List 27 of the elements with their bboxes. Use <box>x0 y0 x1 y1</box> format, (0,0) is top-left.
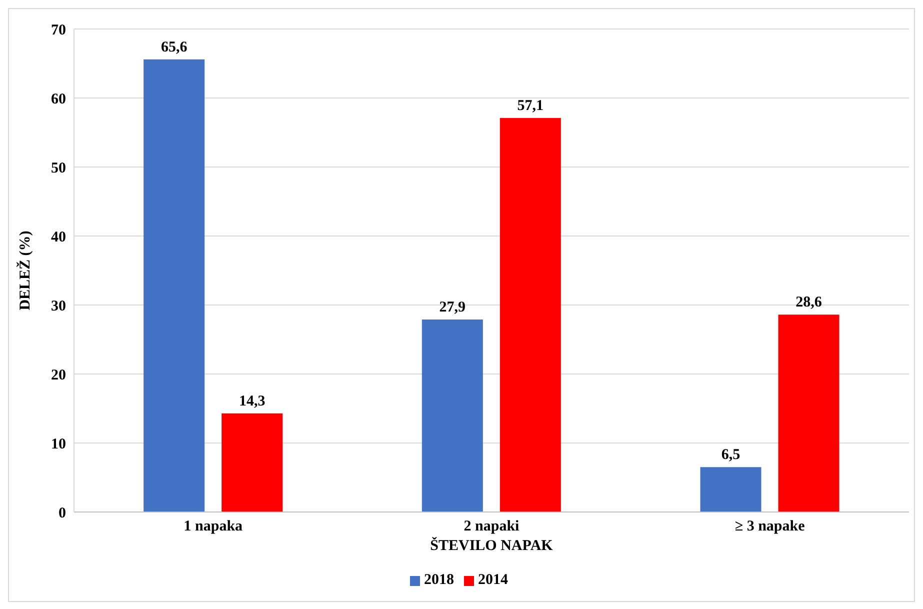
bar <box>700 467 762 512</box>
data-label: 14,3 <box>238 393 266 410</box>
bar <box>778 314 840 512</box>
x-tick-label: 1 napaka <box>184 518 244 535</box>
data-label: 28,6 <box>796 294 822 311</box>
data-label: 6,5 <box>721 447 740 464</box>
bar <box>222 413 283 512</box>
data-label: 27,9 <box>439 299 466 316</box>
data-label: 57,1 <box>517 98 544 114</box>
y-axis-title: DELEŽ (%) <box>15 230 34 310</box>
y-tick-label: 50 <box>51 160 66 176</box>
y-tick-label: 20 <box>51 367 66 384</box>
y-tick-label: 40 <box>51 229 66 246</box>
y-tick-label: 10 <box>51 436 66 452</box>
legend-label: 2014 <box>478 572 508 588</box>
x-tick-label: ≥ 3 napake <box>734 518 806 535</box>
bar <box>500 118 561 512</box>
y-tick-label: 60 <box>51 91 66 108</box>
legend-label: 2018 <box>424 572 454 588</box>
x-tick-label: 2 napaki <box>464 518 520 535</box>
y-tick-label: 30 <box>51 298 66 314</box>
data-label: 65,6 <box>160 39 188 56</box>
bar <box>422 319 483 512</box>
x-axis-title: ŠTEVILO NAPAK <box>430 536 554 554</box>
y-tick-label: 0 <box>58 505 66 522</box>
bar <box>144 59 205 512</box>
y-tick-label: 70 <box>51 22 66 38</box>
